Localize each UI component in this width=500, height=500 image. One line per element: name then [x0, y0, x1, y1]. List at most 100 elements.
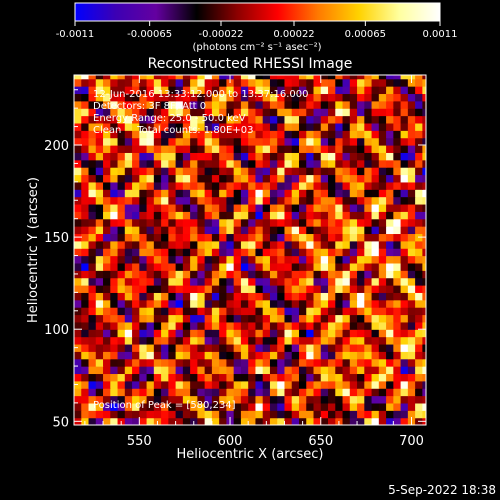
heatmap-pixel: [74, 314, 82, 323]
heatmap-pixel: [211, 292, 220, 301]
heatmap-pixel: [226, 380, 235, 389]
heatmap-pixel: [153, 388, 162, 397]
heatmap-pixel: [190, 395, 198, 404]
heatmap-pixel: [320, 174, 329, 183]
heatmap-pixel: [182, 137, 191, 146]
heatmap-pixel: [313, 122, 322, 131]
heatmap-pixel: [211, 380, 220, 389]
heatmap-pixel: [378, 321, 387, 330]
heatmap-pixel: [262, 314, 271, 323]
heatmap-pixel: [415, 100, 423, 109]
heatmap-pixel: [211, 137, 220, 146]
heatmap-pixel: [415, 240, 423, 249]
heatmap-pixel: [284, 292, 293, 301]
heatmap-pixel: [371, 358, 380, 367]
heatmap-pixel: [349, 226, 358, 235]
heatmap-pixel: [74, 402, 82, 411]
heatmap-pixel: [248, 137, 257, 146]
heatmap-pixel: [400, 93, 409, 102]
heatmap-pixel: [146, 203, 155, 212]
heatmap-pixel: [400, 373, 409, 382]
heatmap-pixel: [190, 255, 198, 264]
heatmap-pixel: [328, 270, 336, 279]
heatmap-pixel: [132, 358, 140, 367]
heatmap-pixel: [277, 314, 286, 323]
heatmap-pixel: [400, 343, 409, 352]
heatmap-pixel: [371, 270, 380, 279]
heatmap-pixel: [161, 240, 169, 249]
heatmap-pixel: [393, 299, 402, 308]
heatmap-pixel: [190, 358, 198, 367]
heatmap-pixel: [117, 270, 126, 279]
heatmap-pixel: [190, 189, 198, 198]
heatmap-pixel: [349, 358, 358, 367]
heatmap-pixel: [313, 410, 322, 419]
heatmap-pixel: [81, 358, 90, 367]
heatmap-pixel: [139, 86, 148, 95]
heatmap-pixel: [74, 358, 82, 367]
heatmap-pixel: [233, 395, 242, 404]
heatmap-pixel: [386, 226, 394, 235]
heatmap-pixel: [110, 270, 119, 279]
heatmap-pixel: [349, 211, 358, 220]
heatmap-pixel: [139, 100, 148, 109]
heatmap-pixel: [371, 152, 380, 161]
heatmap-pixel: [161, 203, 169, 212]
heatmap-pixel: [335, 248, 344, 257]
heatmap-pixel: [74, 299, 82, 308]
heatmap-pixel: [110, 196, 119, 205]
heatmap-pixel: [211, 167, 220, 176]
heatmap-pixel: [88, 307, 97, 316]
heatmap-pixel: [219, 159, 228, 168]
heatmap-pixel: [88, 366, 97, 375]
heatmap-pixel: [81, 240, 90, 249]
heatmap-pixel: [204, 277, 213, 286]
heatmap-pixel: [88, 137, 97, 146]
heatmap-pixel: [378, 373, 387, 382]
heatmap-pixel: [342, 122, 351, 131]
heatmap-pixel: [95, 402, 104, 411]
heatmap-pixel: [204, 314, 213, 323]
heatmap-pixel: [371, 189, 380, 198]
heatmap-pixel: [349, 343, 358, 352]
heatmap-pixel: [219, 402, 228, 411]
heatmap-pixel: [211, 351, 220, 360]
heatmap-pixel: [88, 343, 97, 352]
heatmap-pixel: [226, 100, 235, 109]
heatmap-pixel: [269, 366, 278, 375]
heatmap-pixel: [182, 262, 191, 271]
heatmap-pixel: [175, 137, 184, 146]
heatmap-pixel: [386, 321, 394, 330]
heatmap-pixel: [291, 122, 300, 131]
heatmap-pixel: [110, 395, 119, 404]
heatmap-pixel: [262, 145, 271, 153]
heatmap-pixel: [342, 255, 351, 264]
heatmap-pixel: [124, 145, 133, 153]
heatmap-pixel: [190, 122, 198, 131]
heatmap-pixel: [153, 366, 162, 375]
heatmap-pixel: [255, 86, 264, 95]
heatmap-pixel: [269, 174, 278, 183]
heatmap-pixel: [277, 226, 286, 235]
heatmap-pixel: [168, 314, 177, 323]
heatmap-pixel: [422, 351, 426, 360]
heatmap-pixel: [386, 373, 394, 382]
heatmap-pixel: [298, 366, 307, 375]
heatmap-pixel: [74, 351, 82, 360]
heatmap-pixel: [328, 351, 336, 360]
heatmap-pixel: [175, 122, 184, 131]
heatmap-pixel: [226, 211, 235, 220]
heatmap-pixel: [386, 233, 394, 242]
heatmap-pixel: [415, 78, 423, 87]
heatmap-pixel: [153, 189, 162, 198]
heatmap-pixel: [422, 181, 426, 190]
heatmap-pixel: [255, 145, 264, 153]
heatmap-pixel: [335, 196, 344, 205]
heatmap-pixel: [139, 366, 148, 375]
heatmap-pixel: [124, 226, 133, 235]
heatmap-pixel: [211, 226, 220, 235]
heatmap-pixel: [298, 380, 307, 389]
heatmap-pixel: [74, 240, 82, 249]
heatmap-pixel: [132, 137, 140, 146]
heatmap-pixel: [378, 358, 387, 367]
